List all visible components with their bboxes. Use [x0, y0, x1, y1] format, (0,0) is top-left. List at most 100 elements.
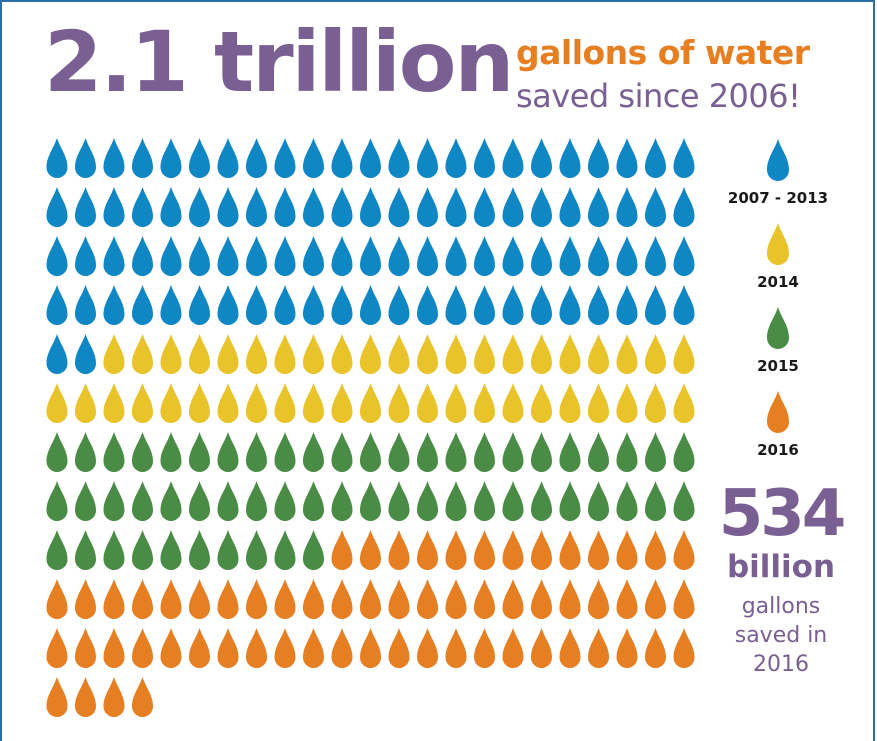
water-drop: [673, 383, 695, 423]
water-drop: [531, 530, 552, 570]
water-drop: [559, 383, 581, 423]
water-drop: [331, 138, 353, 178]
water-drop: [417, 432, 438, 472]
water-drop: [417, 530, 438, 570]
water-drop: [331, 530, 353, 570]
water-drop: [474, 628, 495, 668]
water-drop: [246, 579, 267, 619]
water-drop: [417, 481, 438, 521]
water-drop: [588, 187, 609, 227]
water-drop: [274, 579, 296, 619]
water-drop: [103, 628, 125, 668]
water-drop: [388, 236, 410, 276]
water-drop: [388, 432, 410, 472]
water-drop: [531, 628, 552, 668]
water-drop: [303, 383, 324, 423]
callout-caption: gallons saved in 2016: [706, 592, 856, 679]
legend-drop-icon: [767, 139, 789, 181]
water-drop: [103, 383, 125, 423]
water-drop: [673, 530, 695, 570]
water-drop: [645, 579, 666, 619]
water-drop: [303, 579, 324, 619]
water-drop: [474, 481, 495, 521]
headline-subtitle-line1: gallons of water: [516, 33, 810, 72]
water-drop: [75, 432, 96, 472]
water-drop: [616, 285, 638, 325]
water-drop: [132, 236, 153, 276]
water-drop: [274, 334, 296, 374]
water-drop: [502, 579, 524, 619]
water-drop: [445, 236, 467, 276]
water-drop: [502, 187, 524, 227]
water-drop: [502, 628, 524, 668]
water-drop: [474, 285, 495, 325]
water-drop: [331, 481, 353, 521]
water-drop: [388, 383, 410, 423]
water-drop: [474, 432, 495, 472]
water-drop: [132, 383, 153, 423]
legend-label-2016: 2016: [757, 441, 799, 459]
water-drop: [559, 530, 581, 570]
water-drop: [588, 334, 609, 374]
water-drop: [502, 481, 524, 521]
water-drop: [417, 236, 438, 276]
water-drop: [388, 334, 410, 374]
water-drop: [103, 530, 125, 570]
water-drop: [616, 579, 638, 619]
water-drop: [360, 285, 381, 325]
water-drop: [331, 579, 353, 619]
water-drop: [103, 285, 125, 325]
water-drop: [217, 334, 239, 374]
water-drop: [502, 138, 524, 178]
water-drop: [103, 579, 125, 619]
water-drop: [160, 334, 182, 374]
legend-label-2007-2013: 2007 - 2013: [727, 189, 829, 207]
water-drop: [217, 481, 239, 521]
water-drop: [160, 579, 182, 619]
water-drop: [360, 236, 381, 276]
water-drop: [388, 628, 410, 668]
water-drop: [160, 383, 182, 423]
water-drop: [160, 187, 182, 227]
water-drop: [217, 530, 239, 570]
water-drop: [75, 628, 96, 668]
water-drop: [46, 628, 68, 668]
water-drop: [246, 334, 267, 374]
water-drop: [360, 579, 381, 619]
water-drop: [246, 530, 267, 570]
water-drop: [274, 481, 296, 521]
water-drop: [673, 236, 695, 276]
water-drop: [160, 236, 182, 276]
water-drop: [246, 236, 267, 276]
water-drop: [217, 579, 239, 619]
water-drop: [46, 579, 68, 619]
water-drop: [46, 187, 68, 227]
water-drop: [417, 383, 438, 423]
water-drop: [303, 236, 324, 276]
water-drop: [417, 138, 438, 178]
legend-drop-icon: [767, 307, 789, 349]
water-drop: [445, 334, 467, 374]
water-drop: [132, 481, 153, 521]
water-drop: [103, 187, 125, 227]
water-drop: [46, 285, 68, 325]
water-drop: [274, 628, 296, 668]
water-drop: [559, 628, 581, 668]
water-drop: [445, 383, 467, 423]
water-drop: [445, 530, 467, 570]
water-drop: [645, 481, 666, 521]
water-drop: [189, 383, 210, 423]
water-drop: [616, 383, 638, 423]
water-drop: [445, 285, 467, 325]
water-drop: [360, 187, 381, 227]
water-drop: [645, 138, 666, 178]
water-drop: [217, 236, 239, 276]
water-drop: [388, 481, 410, 521]
water-drop: [75, 383, 96, 423]
water-drop: [588, 432, 609, 472]
headline-subtitle-line2: saved since 2006!: [516, 77, 801, 115]
water-drop: [531, 579, 552, 619]
water-drop: [559, 334, 581, 374]
water-drop: [46, 481, 68, 521]
